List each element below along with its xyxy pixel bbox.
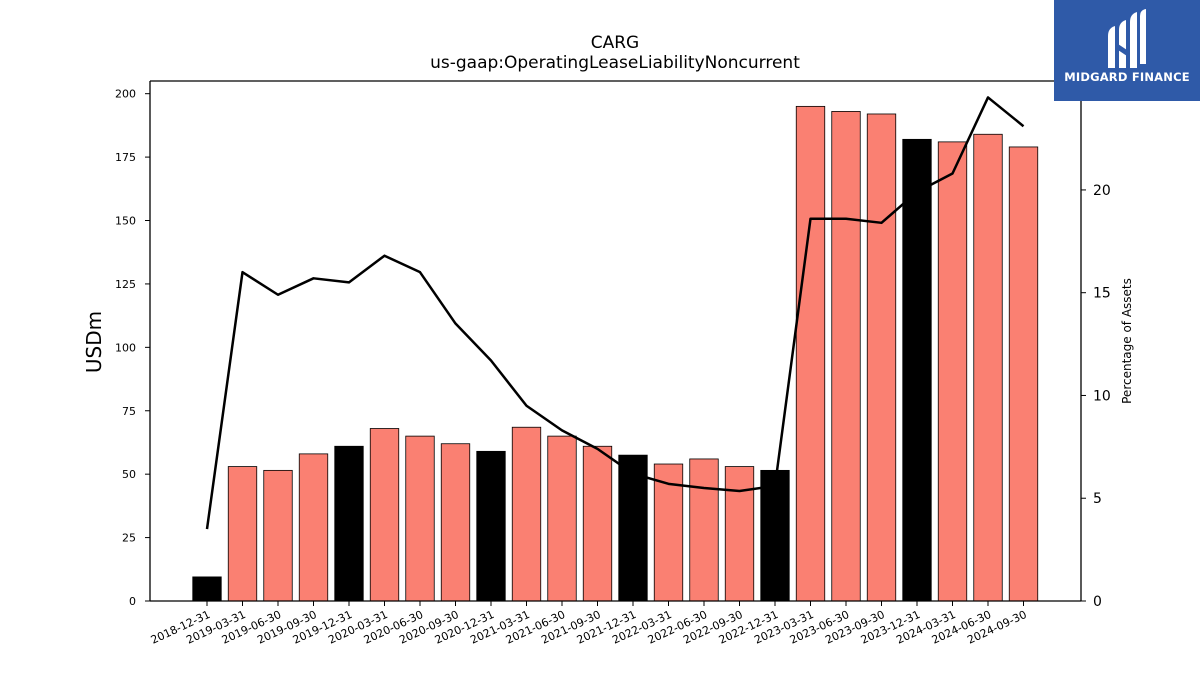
bar-2018-12-31	[192, 576, 222, 602]
y2-tick-label-0: 0	[1093, 594, 1102, 610]
y-tick-label-25: 25	[122, 532, 136, 545]
bar-2019-12-31	[334, 445, 364, 602]
y-tick-label-50: 50	[122, 468, 136, 481]
bar-2021-12-31	[618, 454, 648, 602]
y-tick-label-175: 175	[115, 151, 136, 164]
y-tick-label-75: 75	[122, 405, 136, 418]
bar-2024-09-30	[1008, 146, 1039, 602]
chart-title: CARG	[591, 33, 640, 53]
bar-2019-06-30	[263, 469, 293, 602]
bar-2023-03-31	[795, 105, 826, 602]
bar-2021-03-31	[511, 426, 542, 602]
bar-2020-09-30	[440, 443, 471, 602]
bar-2022-06-30	[689, 458, 719, 602]
midgard-logo-icon	[1108, 9, 1146, 68]
percentage-of-assets-line	[205, 96, 1025, 530]
y-axis-label: USDm	[82, 311, 106, 373]
bar-2021-06-30	[547, 435, 577, 602]
y2-tick-label-15: 15	[1093, 286, 1111, 302]
bar-2023-06-30	[831, 111, 861, 602]
y-tick-label-200: 200	[115, 88, 136, 101]
bar-2022-12-31	[760, 469, 790, 602]
y2-tick-label-5: 5	[1093, 491, 1102, 507]
bar-2022-09-30	[724, 466, 755, 602]
bar-2020-03-31	[369, 428, 400, 602]
y-tick-label-150: 150	[115, 215, 136, 228]
y2-tick-label-20: 20	[1093, 183, 1111, 199]
bar-2019-09-30	[298, 453, 329, 602]
bar-2024-03-31	[937, 141, 968, 602]
logo-text: MIDGARD FINANCE	[1064, 70, 1190, 84]
logo: MIDGARD FINANCE	[1054, 0, 1200, 101]
bar-2024-06-30	[973, 133, 1003, 602]
bar-2020-06-30	[405, 435, 435, 602]
y2-tick-label-10: 10	[1093, 388, 1111, 404]
bar-2022-03-31	[653, 463, 684, 602]
axes	[149, 80, 1082, 602]
y2-axis-label: Percentage of Assets	[1120, 278, 1134, 404]
chart-subtitle: us-gaap:OperatingLeaseLiabilityNoncurren…	[430, 53, 800, 73]
line-group	[205, 96, 1025, 530]
bar-2023-09-30	[866, 113, 897, 602]
bar-2023-12-31	[902, 138, 932, 602]
y-tick-label-0: 0	[129, 595, 136, 608]
y-tick-label-125: 125	[115, 278, 136, 291]
bar-2021-09-30	[582, 445, 613, 602]
y-tick-label-100: 100	[115, 341, 136, 354]
bar-2020-12-31	[476, 450, 506, 602]
bar-group	[192, 105, 1039, 602]
bar-2019-03-31	[227, 466, 258, 602]
